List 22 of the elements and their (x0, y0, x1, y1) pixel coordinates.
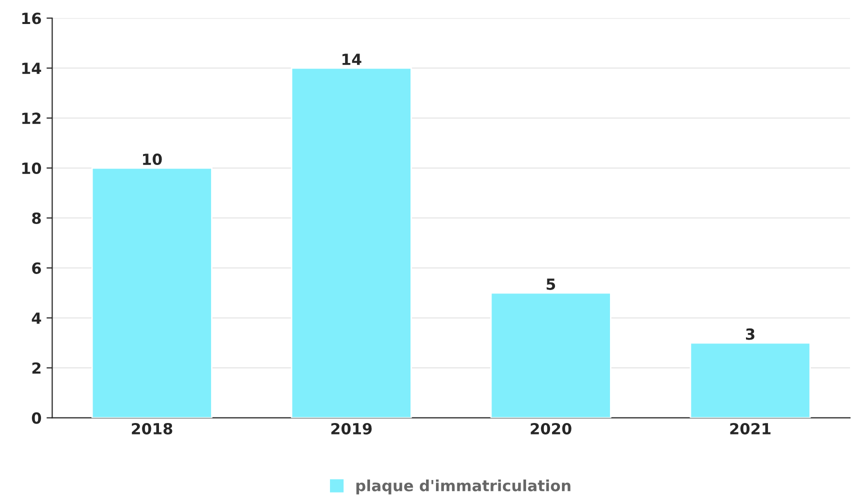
y-tick-label: 10 (22, 162, 42, 174)
x-tick-label: 2021 (730, 422, 770, 435)
data-label: 14 (342, 54, 362, 65)
bar (690, 342, 811, 418)
y-tick-label: 6 (32, 262, 41, 274)
x-tick-label: 2018 (132, 422, 172, 435)
y-tick-label: 4 (32, 312, 42, 324)
y-tick-label: 2 (32, 362, 40, 374)
y-tick-label: 8 (32, 212, 41, 224)
data-label: 5 (546, 278, 556, 290)
y-tick-label: 12 (22, 112, 40, 124)
x-tick-label: 2020 (530, 422, 572, 435)
bar (290, 67, 412, 418)
data-label: 10 (143, 154, 162, 166)
y-tick-label: 14 (22, 62, 42, 74)
legend-label: plaque d'immatriculation (356, 480, 570, 494)
bar (91, 167, 212, 418)
bar (490, 292, 612, 418)
y-tick-label: 16 (22, 12, 41, 24)
x-tick-label: 2019 (331, 422, 372, 435)
y-tick-label: 0 (32, 412, 42, 424)
data-label: 3 (746, 328, 754, 340)
